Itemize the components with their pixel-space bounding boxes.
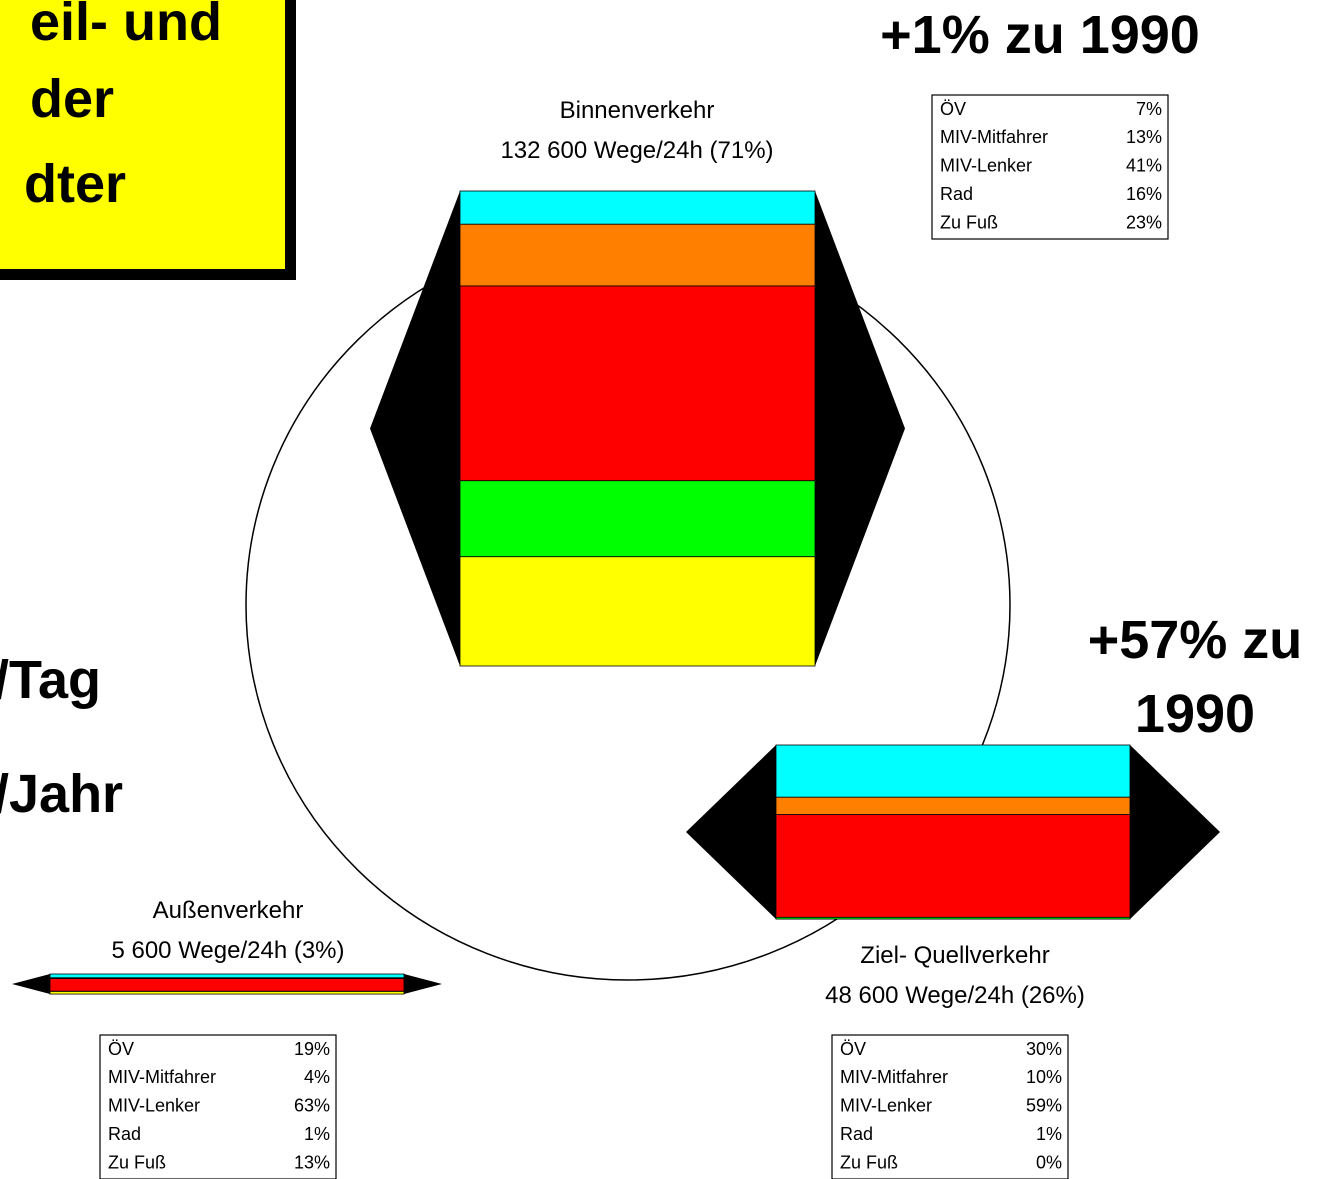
box-line: eil- und <box>30 0 222 52</box>
mode-segment <box>459 190 816 225</box>
share-table <box>931 94 1169 240</box>
mode-segment <box>49 973 405 979</box>
change-label: +1% zu 1990 <box>880 5 1200 65</box>
mode-share: 16% <box>1126 184 1162 204</box>
mode-name: MIV-Lenker <box>940 156 1032 176</box>
mode-share: 10% <box>1026 1067 1062 1087</box>
mode-segment <box>775 796 1131 816</box>
mode-name: ÖV <box>108 1039 134 1059</box>
mode-segment <box>49 991 405 995</box>
mode-segment <box>49 978 405 992</box>
share-table <box>831 1034 1069 1179</box>
mode-name: ÖV <box>940 99 966 119</box>
mode-share: 1% <box>1036 1124 1062 1144</box>
change-label: +57% zu <box>1088 610 1303 670</box>
mode-segment <box>459 556 816 667</box>
block-title: Ziel- Quellverkehr <box>860 942 1049 969</box>
change-label: 1990 <box>1135 684 1255 744</box>
mode-name: MIV-Mitfahrer <box>840 1067 948 1087</box>
mode-name: MIV-Mitfahrer <box>940 127 1048 147</box>
mode-segment <box>459 480 816 558</box>
left-line: /Tag <box>0 650 101 710</box>
mode-share: 41% <box>1126 156 1162 176</box>
mode-share: 13% <box>294 1152 330 1172</box>
block-subtitle: 132 600 Wege/24h (71%) <box>500 137 773 164</box>
mode-segment <box>459 223 816 287</box>
mode-share: 63% <box>294 1096 330 1116</box>
mode-share: 7% <box>1136 99 1162 119</box>
mode-name: Rad <box>940 184 973 204</box>
mode-name: MIV-Lenker <box>840 1096 932 1116</box>
mode-share: 30% <box>1026 1039 1062 1059</box>
mode-name: Rad <box>108 1124 141 1144</box>
share-table <box>99 1034 337 1179</box>
mode-segment <box>775 916 1131 920</box>
mode-name: Zu Fuß <box>108 1152 166 1172</box>
mode-segment <box>775 744 1131 798</box>
block-title: Binnenverkehr <box>560 97 715 124</box>
title-box <box>0 0 287 271</box>
block-subtitle: 5 600 Wege/24h (3%) <box>111 937 344 964</box>
mode-name: Zu Fuß <box>940 212 998 232</box>
block-title: Außenverkehr <box>153 897 304 924</box>
mode-share: 19% <box>294 1039 330 1059</box>
box-line: dter <box>24 154 126 214</box>
mode-name: ÖV <box>840 1039 866 1059</box>
mode-name: MIV-Mitfahrer <box>108 1067 216 1087</box>
mode-share: 23% <box>1126 212 1162 232</box>
block-subtitle: 48 600 Wege/24h (26%) <box>825 982 1085 1009</box>
mode-name: MIV-Lenker <box>108 1096 200 1116</box>
mode-segment <box>775 814 1131 918</box>
left-line: /Jahr <box>0 764 123 824</box>
mode-share: 4% <box>304 1067 330 1087</box>
mode-share: 0% <box>1036 1152 1062 1172</box>
box-line: der <box>30 69 114 129</box>
mode-share: 13% <box>1126 127 1162 147</box>
mode-name: Zu Fuß <box>840 1152 898 1172</box>
mode-share: 1% <box>304 1124 330 1144</box>
mode-share: 59% <box>1026 1096 1062 1116</box>
mode-name: Rad <box>840 1124 873 1144</box>
mode-segment <box>459 285 816 482</box>
